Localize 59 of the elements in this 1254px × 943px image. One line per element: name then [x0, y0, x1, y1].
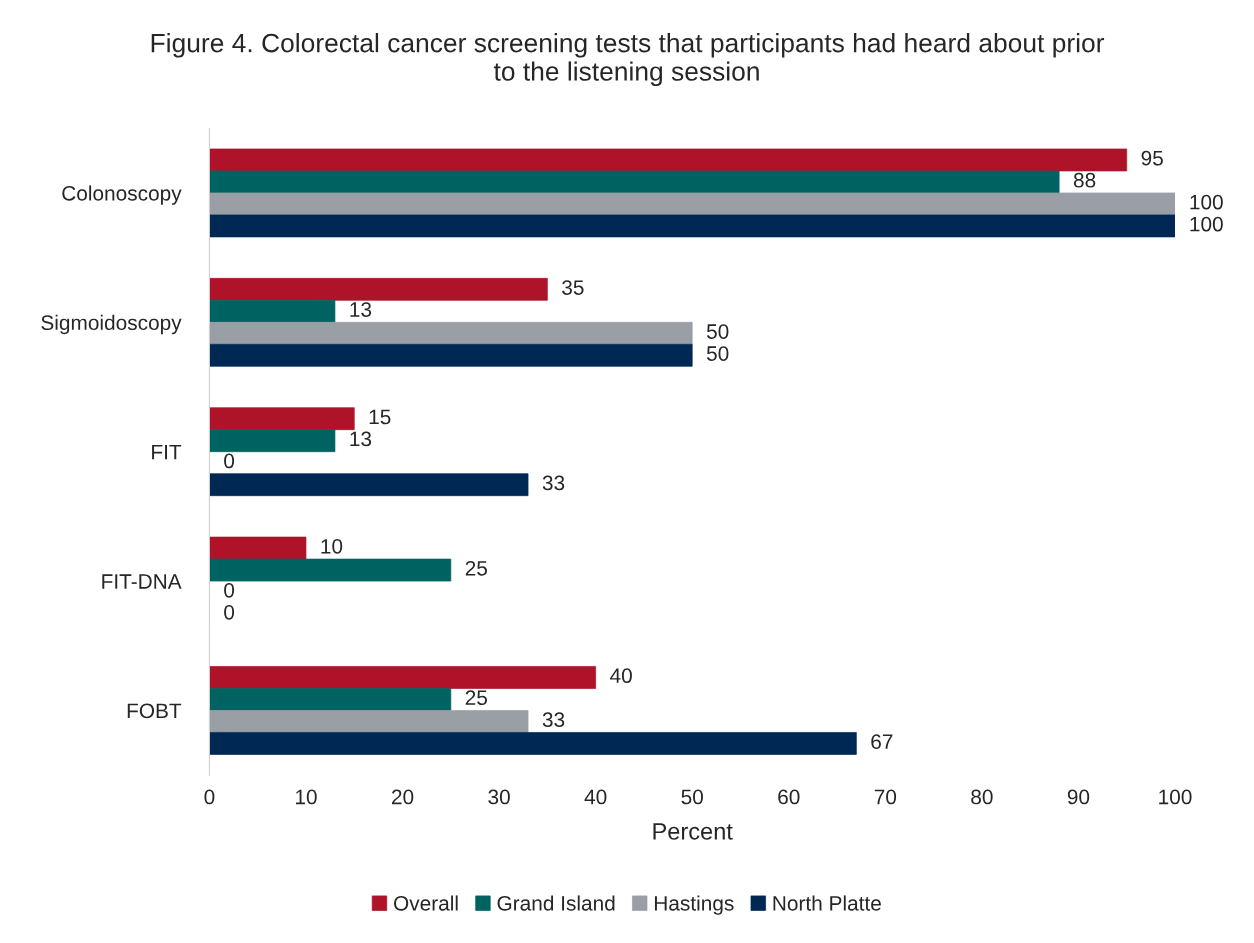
data-label: 0	[224, 453, 235, 469]
chart-title: Figure 4. Colorectal cancer screening tests that participants had heard about prior to the listening session	[151, 33, 1105, 87]
data-label: 67	[871, 734, 893, 750]
bar	[209, 710, 529, 733]
legend-label: Hastings	[654, 895, 734, 915]
legend-label: North Platte	[773, 895, 881, 911]
x-tick-label: 90	[1067, 789, 1090, 805]
data-label: 100	[1190, 216, 1223, 232]
x-tick-label: 20	[392, 789, 414, 805]
data-label: 15	[369, 409, 391, 425]
x-tick-label: 70	[874, 789, 897, 805]
data-label: 25	[465, 560, 487, 576]
x-tick-label: 30	[488, 789, 510, 805]
bar	[209, 170, 1060, 194]
data-label: 33	[542, 712, 565, 728]
data-label: 0	[224, 604, 235, 620]
x-tick-label: 0	[204, 789, 215, 805]
bar	[209, 343, 693, 367]
bar	[209, 688, 452, 711]
x-tick-label: 80	[971, 789, 993, 805]
data-label: 88	[1073, 172, 1096, 188]
x-axis-title: Percent	[653, 823, 733, 840]
bar	[209, 214, 1175, 238]
bar	[209, 299, 336, 323]
x-tick-label: 50	[681, 789, 703, 805]
data-label: 0	[224, 582, 235, 598]
y-tick-label: FIT-DNA	[102, 574, 182, 589]
bar	[209, 407, 355, 431]
data-label: 40	[610, 668, 632, 684]
data-label: 25	[465, 690, 487, 706]
data-label: 13	[350, 302, 372, 317]
data-label: 10	[321, 538, 343, 554]
y-tick-label: FOBT	[127, 703, 182, 719]
bar	[209, 277, 548, 301]
data-label: 35	[562, 280, 584, 295]
x-tick-label: 60	[778, 789, 800, 805]
data-label: 100	[1190, 194, 1223, 210]
bar	[209, 192, 1175, 216]
bar	[209, 148, 1128, 172]
bar	[209, 732, 857, 755]
bar	[209, 666, 596, 689]
data-label: 95	[1141, 150, 1163, 166]
data-label: 50	[706, 346, 729, 361]
legend-label: Grand Island	[497, 895, 615, 911]
bar	[209, 558, 452, 582]
data-label: 33	[542, 475, 565, 491]
x-tick-label: 40	[584, 789, 607, 805]
legend-label: Overall	[394, 895, 458, 911]
bar	[209, 429, 336, 453]
bar	[209, 536, 307, 560]
x-tick-label: 100	[1159, 789, 1192, 805]
x-tick-label: 10	[295, 789, 317, 805]
y-tick-label: Colonoscopy	[62, 185, 182, 205]
y-tick-label: Sigmoidoscopy	[41, 314, 182, 335]
bar	[209, 321, 693, 345]
bar	[209, 473, 529, 497]
data-label: 50	[706, 324, 729, 339]
y-tick-label: FIT	[152, 444, 182, 460]
data-label: 13	[350, 431, 372, 447]
